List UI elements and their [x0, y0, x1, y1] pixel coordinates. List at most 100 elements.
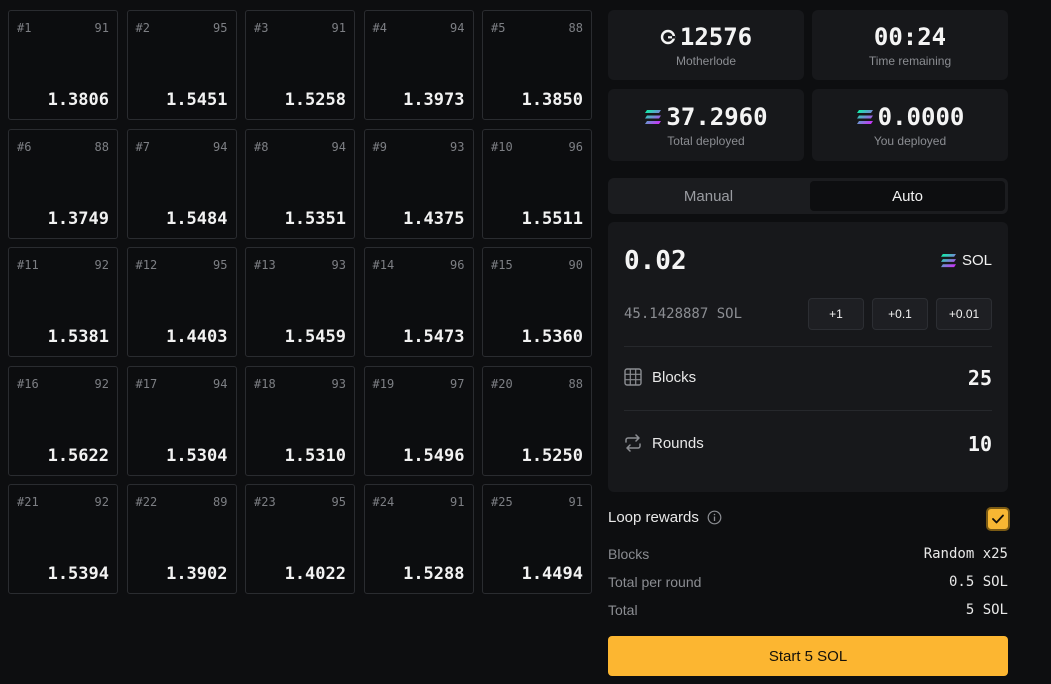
grid-cell[interactable]: #4 94 1.3973 — [363, 10, 474, 120]
grid-cell[interactable]: #8 94 1.5351 — [245, 128, 355, 239]
add-1-button[interactable]: +1 — [808, 298, 864, 330]
grid-cell[interactable]: #6 88 1.3749 — [8, 128, 118, 239]
tab-auto[interactable]: Auto — [810, 181, 1005, 211]
grid-cell[interactable]: #2 95 1.5451 — [126, 10, 237, 120]
cell-number: #14 — [372, 258, 395, 272]
add-0-01-button[interactable]: +0.01 — [936, 298, 992, 330]
grid-cell[interactable]: #19 97 1.5496 — [363, 365, 474, 476]
cell-count: 88 — [94, 139, 109, 154]
cell-count: 93 — [331, 258, 346, 272]
cell-number: #16 — [17, 376, 39, 391]
cell-value: 1.5360 — [521, 327, 583, 347]
grid-cell[interactable]: #23 95 1.4022 — [245, 484, 355, 594]
summary-per-round-value: 0.5 SOL — [948, 574, 1008, 590]
cell-value: 1.5496 — [403, 445, 465, 466]
grid-cell[interactable]: #25 91 1.4494 — [482, 484, 592, 594]
cell-value: 1.3806 — [47, 90, 109, 110]
blocks-value[interactable]: 25 — [967, 366, 992, 390]
cell-number: #25 — [491, 495, 513, 509]
summary-blocks-value: Random x25 — [923, 546, 1008, 562]
cell-count: 97 — [450, 376, 465, 391]
cell-value: 1.4022 — [284, 564, 346, 584]
grid-cell[interactable]: #3 91 1.5258 — [245, 10, 355, 120]
grid-cell[interactable]: #11 92 1.5381 — [8, 247, 118, 357]
cell-number: #11 — [17, 258, 39, 272]
cell-count: 90 — [568, 258, 583, 272]
summary-total-label: Total — [608, 602, 638, 618]
checkmark-icon — [992, 514, 1004, 524]
balance-text: 45.1428887 SOL — [624, 306, 743, 322]
grid-cell[interactable]: #9 93 1.4375 — [363, 128, 474, 239]
cell-value: 1.3973 — [403, 90, 465, 110]
cell-value: 1.4375 — [403, 208, 465, 229]
token-selector[interactable]: SOL — [940, 252, 992, 269]
cell-value: 1.5381 — [47, 327, 109, 347]
grid-cell[interactable]: #20 88 1.5250 — [482, 365, 592, 476]
rounds-value[interactable]: 10 — [967, 432, 992, 456]
add-0-1-button[interactable]: +0.1 — [872, 298, 928, 330]
cell-value: 1.5622 — [47, 445, 109, 466]
grid-cell[interactable]: #15 90 1.5360 — [482, 247, 592, 357]
cell-value: 1.3749 — [47, 208, 109, 229]
cell-count: 88 — [568, 21, 583, 35]
grid-cell[interactable]: #14 96 1.5473 — [363, 247, 474, 357]
block-grid: #1 91 1.3806 #2 95 1.5451 #3 91 1.5258 #4 94 1.3973… — [8, 10, 592, 594]
grid-cell[interactable]: #1 91 1.3806 — [8, 10, 118, 120]
grid-cell[interactable]: #16 92 1.5622 — [8, 365, 118, 476]
grid-cell[interactable]: #22 89 1.3902 — [126, 484, 237, 594]
cell-value: 1.5511 — [521, 208, 583, 229]
start-button[interactable]: Start 5 SOL — [608, 636, 1008, 676]
cell-value: 1.3850 — [521, 90, 583, 110]
grid-cell[interactable]: #13 93 1.5459 — [245, 247, 355, 357]
you-deployed-value: 0.0000 — [877, 103, 965, 131]
grid-cell[interactable]: #24 91 1.5288 — [363, 484, 474, 594]
amount-input[interactable] — [624, 246, 824, 276]
cell-number: #24 — [372, 495, 395, 509]
time-remaining-label: Time remaining — [868, 54, 952, 68]
cell-number: #7 — [135, 139, 150, 154]
you-deployed-card: 0.0000 You deployed — [812, 89, 1008, 161]
cell-count: 94 — [213, 139, 228, 154]
cell-number: #15 — [491, 258, 513, 272]
cell-value: 1.5304 — [166, 445, 228, 466]
grid-cell[interactable]: #17 94 1.5304 — [126, 365, 237, 476]
cell-value: 1.5484 — [166, 208, 228, 229]
info-icon[interactable] — [707, 510, 722, 525]
cell-count: 91 — [94, 21, 109, 35]
cell-value: 1.5459 — [284, 327, 346, 347]
cell-value: 1.5310 — [284, 445, 346, 466]
grid-cell[interactable]: #10 96 1.5511 — [482, 128, 592, 239]
cell-count: 94 — [331, 139, 346, 154]
cell-number: #17 — [135, 376, 158, 391]
cell-value: 1.3902 — [166, 564, 228, 584]
cell-number: #19 — [372, 376, 395, 391]
cell-count: 95 — [213, 21, 228, 35]
repeat-icon — [625, 434, 641, 452]
cell-number: #20 — [491, 376, 513, 391]
cell-count: 88 — [568, 376, 583, 391]
divider — [624, 410, 992, 411]
cell-number: #18 — [254, 376, 276, 391]
grid-cell[interactable]: #7 94 1.5484 — [126, 128, 237, 239]
grid-cell[interactable]: #18 93 1.5310 — [245, 365, 355, 476]
cell-value: 1.4403 — [166, 327, 228, 347]
solana-icon — [645, 110, 662, 124]
summary-total-value: 5 SOL — [965, 602, 1008, 618]
rounds-row: Rounds — [624, 434, 704, 452]
total-deployed-label: Total deployed — [667, 134, 745, 148]
tab-manual[interactable]: Manual — [683, 187, 734, 205]
token-label: SOL — [961, 252, 992, 269]
deploy-form: SOL 45.1428887 SOL +1 +0.1 +0.01 Blocks … — [608, 222, 1008, 492]
loop-rewards-checkbox[interactable] — [986, 507, 1010, 531]
cell-count: 92 — [94, 495, 109, 509]
grid-cell[interactable]: #12 95 1.4403 — [126, 247, 237, 357]
cell-number: #3 — [254, 21, 269, 35]
cell-number: #12 — [135, 258, 158, 272]
mode-tabs: Manual Auto — [608, 178, 1008, 214]
cell-value: 1.5351 — [284, 208, 346, 229]
cell-number: #8 — [254, 139, 269, 154]
grid-cell[interactable]: #5 88 1.3850 — [482, 10, 592, 120]
cell-count: 94 — [450, 21, 465, 35]
total-deployed-value: 37.2960 — [666, 103, 768, 131]
grid-cell[interactable]: #21 92 1.5394 — [8, 484, 118, 594]
